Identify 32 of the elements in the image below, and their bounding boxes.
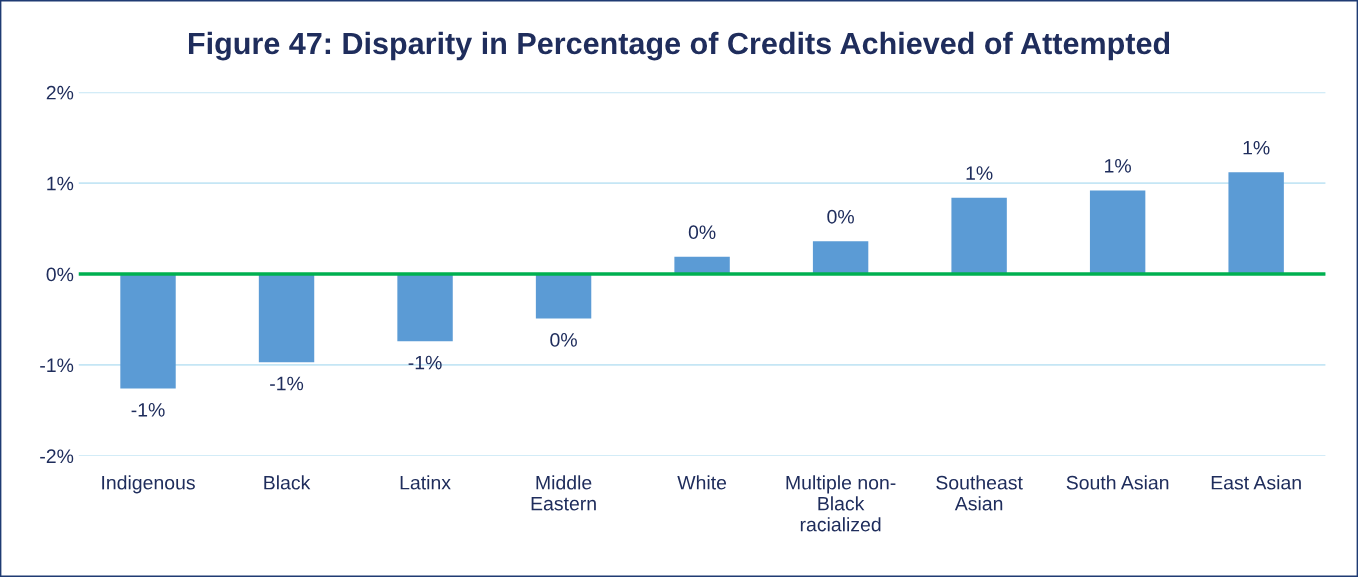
x-tick-label: South Asian xyxy=(1066,475,1169,490)
data-label: 1% xyxy=(1105,159,1131,173)
y-tick-label: 1% xyxy=(47,176,74,191)
chart-title: Figure 47: Disparity in Percentage of Credits Achieved of Attempted xyxy=(188,31,1170,61)
bar xyxy=(120,274,176,389)
x-tick-label: Black xyxy=(264,475,311,490)
data-label: -1% xyxy=(408,355,442,370)
bar xyxy=(1089,190,1146,275)
data-label: 1% xyxy=(1243,140,1270,155)
data-label: 0% xyxy=(550,333,577,347)
data-label: -1% xyxy=(131,403,165,417)
bar xyxy=(258,274,315,363)
x-tick-label: Southeast Asian xyxy=(936,475,1023,511)
x-tick-label: Indigenous xyxy=(102,475,195,494)
bar xyxy=(951,197,1007,275)
bar xyxy=(1228,172,1284,275)
x-tick-label: Multiple non- Black racialized xyxy=(786,475,896,532)
data-label: 1% xyxy=(966,166,993,180)
data-label: 0% xyxy=(688,225,716,240)
x-tick-label: Middle Eastern xyxy=(531,475,596,511)
bar xyxy=(535,274,592,319)
y-tick-label: -1% xyxy=(40,358,74,373)
x-tick-label: East Asian xyxy=(1211,475,1301,490)
bar xyxy=(812,241,869,275)
y-tick-label: 0% xyxy=(46,267,74,282)
y-tick-label: 2% xyxy=(46,85,74,100)
x-tick-label: Latinx xyxy=(400,475,451,490)
bar xyxy=(397,274,453,342)
data-label: 0% xyxy=(827,209,854,224)
y-tick-label: -2% xyxy=(40,449,74,463)
x-tick-label: White xyxy=(677,475,727,490)
data-label: -1% xyxy=(270,376,304,391)
